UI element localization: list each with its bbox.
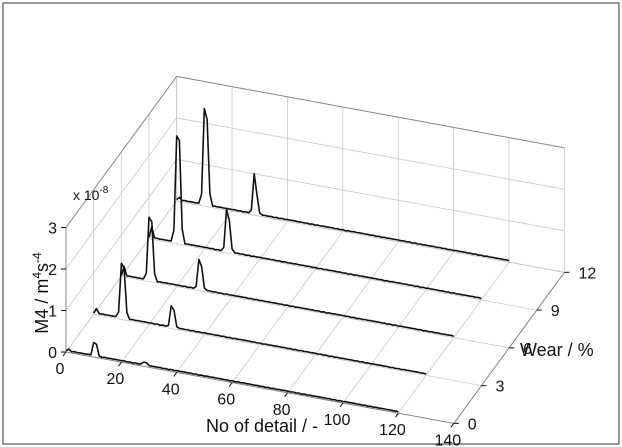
series-line-wear-6	[120, 216, 454, 338]
z-axis-label-sup1: 4	[30, 272, 44, 279]
x-tick-label: 40	[162, 381, 180, 398]
z-axis-label: M4 / m4s-4	[30, 252, 52, 334]
floor-grid-line	[121, 276, 510, 349]
x-tick-label: 60	[217, 392, 235, 409]
x-tick-mark	[228, 382, 233, 387]
back-wall-grid-line	[176, 159, 565, 232]
x-axis-label: No of detail / -	[206, 416, 318, 436]
series-line-wear-3	[93, 262, 427, 375]
x-tick-mark	[394, 412, 399, 418]
back-wall-grid-line	[176, 200, 565, 273]
z-tick-label: 3	[48, 221, 57, 238]
x-tick-mark	[118, 361, 122, 367]
y-axis-label: Wear / %	[520, 340, 594, 360]
z-multiplier: x 10-8	[73, 185, 109, 203]
floor-grid-line	[148, 238, 537, 311]
z-tick-label: 2	[48, 262, 57, 279]
x-tick-label: 80	[273, 402, 291, 419]
y-tick-label: 3	[495, 379, 504, 396]
x-tick-label: 100	[324, 412, 351, 429]
back-wall-grid-line	[176, 117, 565, 190]
z-multiplier-base: x 10	[73, 187, 100, 203]
floor-grid-line	[93, 313, 482, 387]
x-tick-label: 0	[56, 361, 65, 378]
series-line-wear-9	[148, 135, 482, 300]
x-tick-label: 140	[434, 432, 461, 447]
side-wall-grid-line	[65, 159, 177, 311]
y-tick-label: 0	[468, 416, 477, 433]
x-tick-label: 20	[107, 371, 125, 388]
series-line-wear-0	[65, 341, 399, 413]
y-tick-label: 12	[578, 265, 596, 282]
axis-edge	[65, 76, 178, 228]
x-tick-mark	[62, 351, 67, 357]
x-tick-label: 120	[379, 422, 406, 439]
series-line-wear-12	[176, 107, 510, 262]
z-multiplier-exp: -8	[99, 185, 108, 196]
x-tick-mark	[284, 392, 289, 398]
side-wall-grid-line	[65, 117, 177, 270]
x-tick-mark	[173, 372, 178, 377]
axis-edge	[65, 351, 454, 424]
x-tick-mark	[339, 402, 344, 408]
axis-edge	[176, 75, 565, 149]
z-axis-label-mid: s	[32, 263, 52, 272]
x-tick-mark	[450, 423, 455, 428]
z-tick-label: 0	[48, 345, 57, 362]
z-axis-label-sup2: -4	[30, 252, 44, 263]
y-tick-label: 6	[523, 341, 532, 358]
z-axis-label-main: M4 / m	[32, 279, 52, 334]
y-tick-label: 9	[551, 303, 560, 320]
z-tick-label: 1	[48, 304, 57, 321]
